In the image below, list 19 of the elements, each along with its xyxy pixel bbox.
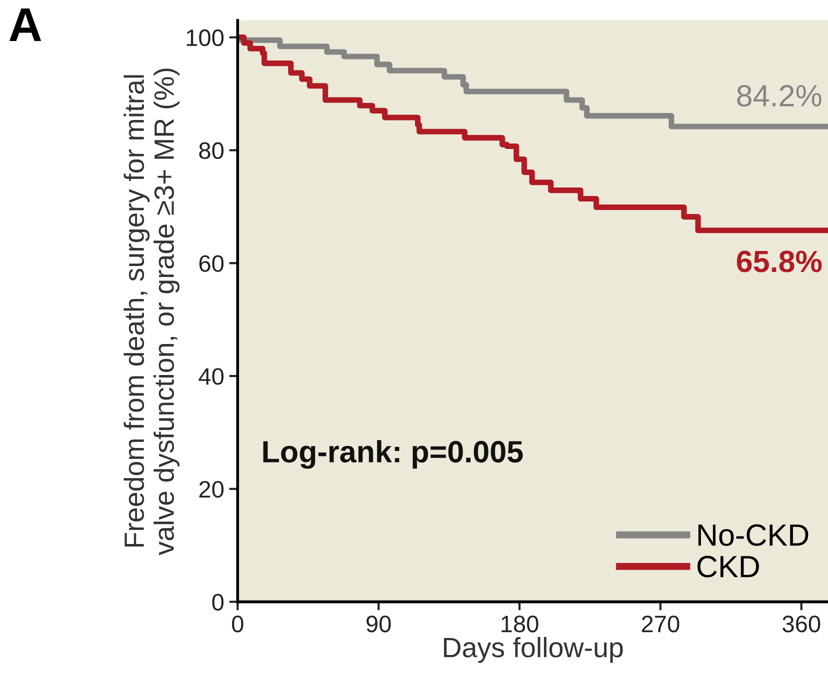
annotation: 65.8% — [736, 250, 822, 272]
y-tick-label: 100 — [186, 29, 224, 46]
annotation: Log-rank: p=0.005 — [263, 440, 523, 469]
x-tick-label: 0 — [232, 616, 244, 632]
y-tick-label: 80 — [199, 142, 224, 160]
y-tick-label: 40 — [198, 368, 224, 385]
x-tick-label: 270 — [642, 616, 680, 632]
x-tick-label: 90 — [366, 616, 391, 632]
legend-label: No-CKD — [698, 524, 808, 546]
y-tick-label: 0 — [212, 594, 224, 611]
text: A — [9, 8, 42, 42]
x-axis-title: Days follow-up — [444, 637, 623, 663]
x-tick-label: 180 — [502, 616, 538, 632]
y-tick-label: 20 — [199, 480, 224, 498]
y-tick-label: 60 — [199, 255, 224, 272]
legend-label: CKD — [697, 556, 759, 578]
annotation: 84.2% — [737, 84, 822, 107]
x-tick-label: 360 — [782, 616, 820, 632]
y-axis-title: Freedom from death, surgery for mitral valve dysfunction, or grade ≥3+ MR (%) — [124, 68, 180, 556]
